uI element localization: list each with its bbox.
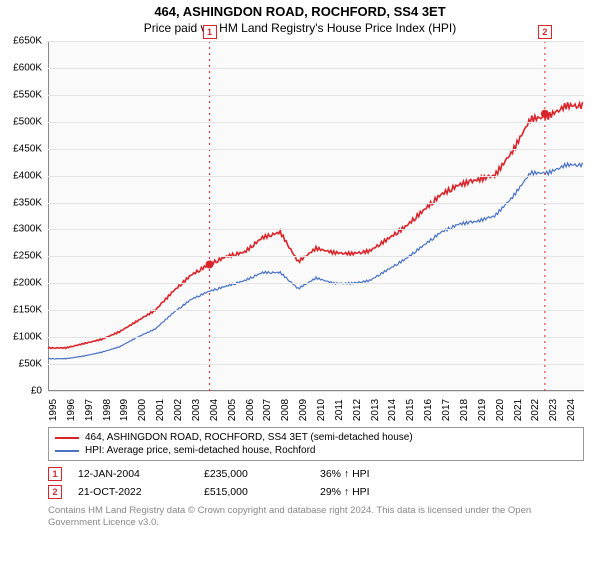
y-axis-label: £150K [2,305,42,316]
y-axis-label: £350K [2,197,42,208]
y-axis-label: £200K [2,278,42,289]
gridline [48,95,584,96]
gridline [48,229,584,230]
y-axis-label: £500K [2,116,42,127]
sale-price: £235,000 [204,468,304,480]
sale-pct: 36% ↑ HPI [320,468,370,480]
x-axis-label: 2024 [566,399,577,421]
gridline [48,337,584,338]
legend-item: HPI: Average price, semi-detached house,… [55,445,577,456]
x-axis-label: 2004 [209,399,220,421]
gridline [48,256,584,257]
legend-label: 464, ASHINGDON ROAD, ROCHFORD, SS4 3ET (… [85,432,413,443]
x-axis-label: 2014 [387,399,398,421]
x-axis-label: 2013 [370,399,381,421]
x-axis-label: 2020 [495,399,506,421]
x-axis-label: 2022 [530,399,541,421]
gridline [48,203,584,204]
x-axis-label: 2009 [298,399,309,421]
sale-pct: 29% ↑ HPI [320,486,370,498]
x-axis-label: 2010 [316,399,327,421]
y-axis-label: £300K [2,224,42,235]
sale-marker-box: 1 [203,25,217,39]
chart-plot-area [48,41,584,391]
x-axis-label: 2023 [548,399,559,421]
x-axis-label: 1996 [66,399,77,421]
x-axis-label: 2016 [423,399,434,421]
y-axis-label: £250K [2,251,42,262]
x-axis-label: 1999 [119,399,130,421]
gridline [48,176,584,177]
sale-marker-box: 2 [538,25,552,39]
y-axis-label: £650K [2,36,42,47]
sale-price: £515,000 [204,486,304,498]
y-axis-label: £450K [2,143,42,154]
gridline [48,391,584,392]
gridline [48,149,584,150]
legend-label: HPI: Average price, semi-detached house,… [85,445,316,456]
x-axis-label: 1997 [84,399,95,421]
x-axis-label: 2019 [477,399,488,421]
chart-legend: 464, ASHINGDON ROAD, ROCHFORD, SS4 3ET (… [48,427,584,461]
x-axis-label: 2005 [227,399,238,421]
gridline [48,68,584,69]
y-axis-label: £550K [2,89,42,100]
sale-date: 21-OCT-2022 [78,486,188,498]
legend-item: 464, ASHINGDON ROAD, ROCHFORD, SS4 3ET (… [55,432,577,443]
sale-marker-mini: 2 [48,485,62,499]
sales-table: 1 12-JAN-2004 £235,000 36% ↑ HPI 2 21-OCT-202… [48,465,584,501]
x-axis-label: 2017 [441,399,452,421]
legend-swatch-price-paid [55,437,79,439]
page-title: 464, ASHINGDON ROAD, ROCHFORD, SS4 3ET [0,4,600,19]
x-axis-label: 2006 [245,399,256,421]
x-axis-label: 2012 [352,399,363,421]
x-axis-label: 2007 [262,399,273,421]
x-axis-label: 2000 [137,399,148,421]
y-axis-label: £400K [2,170,42,181]
x-axis-label: 2021 [513,399,524,421]
price-chart: £0£50K£100K£150K£200K£250K£300K£350K£400… [48,41,584,391]
x-axis-label: 2011 [334,399,345,421]
sale-date: 12-JAN-2004 [78,468,188,480]
x-axis-label: 2003 [191,399,202,421]
page-subtitle: Price paid vs. HM Land Registry's House … [0,21,600,35]
sale-row: 1 12-JAN-2004 £235,000 36% ↑ HPI [48,465,584,483]
x-axis-label: 2008 [280,399,291,421]
footer-note: Contains HM Land Registry data © Crown c… [48,505,584,529]
gridline [48,364,584,365]
sale-marker-mini: 1 [48,467,62,481]
gridline [48,122,584,123]
x-axis-label: 2002 [173,399,184,421]
gridline [48,41,584,42]
gridline [48,310,584,311]
x-axis-label: 2001 [155,399,166,421]
legend-swatch-hpi [55,450,79,452]
y-axis-label: £0 [2,386,42,397]
sale-row: 2 21-OCT-2022 £515,000 29% ↑ HPI [48,483,584,501]
x-axis-label: 1998 [102,399,113,421]
gridline [48,283,584,284]
y-axis-label: £100K [2,332,42,343]
y-axis-label: £600K [2,62,42,73]
y-axis-label: £50K [2,359,42,370]
x-axis-label: 2015 [405,399,416,421]
x-axis-label: 1995 [48,399,59,421]
x-axis-label: 2018 [459,399,470,421]
